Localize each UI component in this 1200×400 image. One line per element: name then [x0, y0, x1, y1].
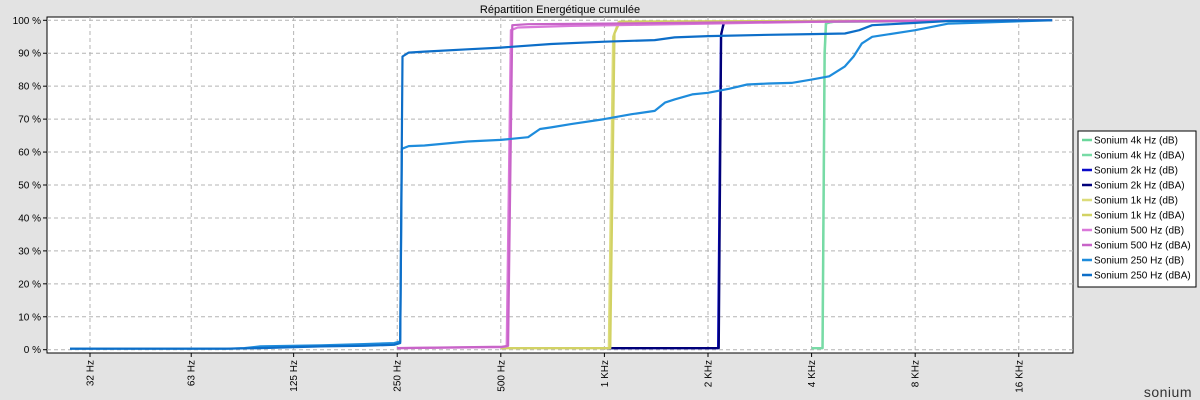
series-line-8	[70, 19, 1053, 350]
series-line-7	[397, 19, 1053, 350]
legend-entry: Sonium 2k Hz (dBA)	[1094, 181, 1185, 192]
y-tick-label: 50 %	[18, 181, 41, 192]
y-tick-label: 90 %	[18, 49, 41, 60]
legend-entry: Sonium 500 Hz (dBA)	[1094, 241, 1191, 252]
y-tick-label: 70 %	[18, 115, 41, 126]
y-tick-label: 40 %	[18, 213, 41, 224]
series-group	[70, 19, 1053, 350]
y-tick-label: 80 %	[18, 82, 41, 93]
y-tick-label: 20 %	[18, 279, 41, 290]
legend-entry: Sonium 250 Hz (dB)	[1094, 256, 1184, 267]
x-tick-label: 500 Hz	[496, 360, 507, 392]
legend-entry: Sonium 4k Hz (dB)	[1094, 136, 1178, 147]
legend-box	[1077, 130, 1197, 288]
legend-entry: Sonium 1k Hz (dB)	[1094, 196, 1178, 207]
legend-entry: Sonium 250 Hz (dBA)	[1094, 271, 1191, 282]
y-tick-label: 0 %	[24, 345, 41, 356]
x-tick-label: 8 KHz	[911, 360, 922, 387]
grid	[47, 17, 1073, 353]
legend: Sonium 4k Hz (dB) Sonium 4k Hz (dBA) Soniu…	[1077, 130, 1197, 288]
x-tick-label: 63 Hz	[187, 360, 198, 386]
y-tick-label: 60 %	[18, 148, 41, 159]
x-tick-label: 1 KHz	[600, 360, 611, 387]
series-line-9	[70, 19, 1053, 350]
chart-title: Répartition Energétique cumulée	[480, 4, 640, 16]
x-tick-label: 125 Hz	[289, 360, 300, 392]
y-tick-label: 30 %	[18, 246, 41, 257]
y-tick-label: 10 %	[18, 312, 41, 323]
x-axis: 32 Hz 63 Hz 125 Hz 250 Hz 500 Hz 1 KHz 2 KHz 4 …	[85, 353, 1025, 393]
sonium-logo: sonium	[1143, 384, 1192, 400]
x-tick-label: 250 Hz	[393, 360, 404, 392]
x-tick-label: 4 KHz	[807, 360, 818, 387]
legend-entry: Sonium 1k Hz (dBA)	[1094, 211, 1185, 222]
legend-entry: Sonium 500 Hz (dB)	[1094, 226, 1184, 237]
series-line-5	[500, 19, 1053, 350]
legend-entry: Sonium 4k Hz (dBA)	[1094, 151, 1185, 162]
x-tick-label: 2 KHz	[703, 360, 714, 387]
y-tick-label: 100 %	[13, 16, 41, 27]
x-tick-label: 16 KHz	[1014, 360, 1025, 393]
x-tick-label: 32 Hz	[85, 360, 96, 386]
y-axis: 0 % 10 % 20 % 30 % 40 % 50 % 60 % 70 % 80 % 90 % 1…	[13, 16, 47, 356]
legend-entry: Sonium 2k Hz (dB)	[1094, 166, 1178, 177]
